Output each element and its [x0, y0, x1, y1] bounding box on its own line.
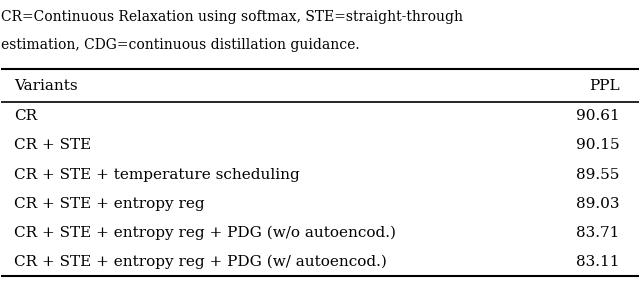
Text: CR + STE + entropy reg + PDG (w/ autoencod.): CR + STE + entropy reg + PDG (w/ autoenc… — [14, 255, 387, 269]
Text: Variants: Variants — [14, 79, 77, 93]
Text: 90.15: 90.15 — [576, 138, 620, 152]
Text: CR + STE + entropy reg: CR + STE + entropy reg — [14, 196, 205, 210]
Text: CR + STE + temperature scheduling: CR + STE + temperature scheduling — [14, 168, 300, 182]
Text: estimation, CDG=continuous distillation guidance.: estimation, CDG=continuous distillation … — [1, 38, 360, 52]
Text: CR=Continuous Relaxation using softmax, STE=straight-through: CR=Continuous Relaxation using softmax, … — [1, 10, 463, 24]
Text: 89.03: 89.03 — [576, 196, 620, 210]
Text: CR: CR — [14, 110, 37, 124]
Text: 83.11: 83.11 — [576, 255, 620, 269]
Text: CR + STE + entropy reg + PDG (w/o autoencod.): CR + STE + entropy reg + PDG (w/o autoen… — [14, 225, 396, 240]
Text: 83.71: 83.71 — [576, 226, 620, 240]
Text: 89.55: 89.55 — [576, 168, 620, 182]
Text: 90.61: 90.61 — [576, 110, 620, 124]
Text: PPL: PPL — [589, 79, 620, 93]
Text: CR + STE: CR + STE — [14, 138, 92, 152]
